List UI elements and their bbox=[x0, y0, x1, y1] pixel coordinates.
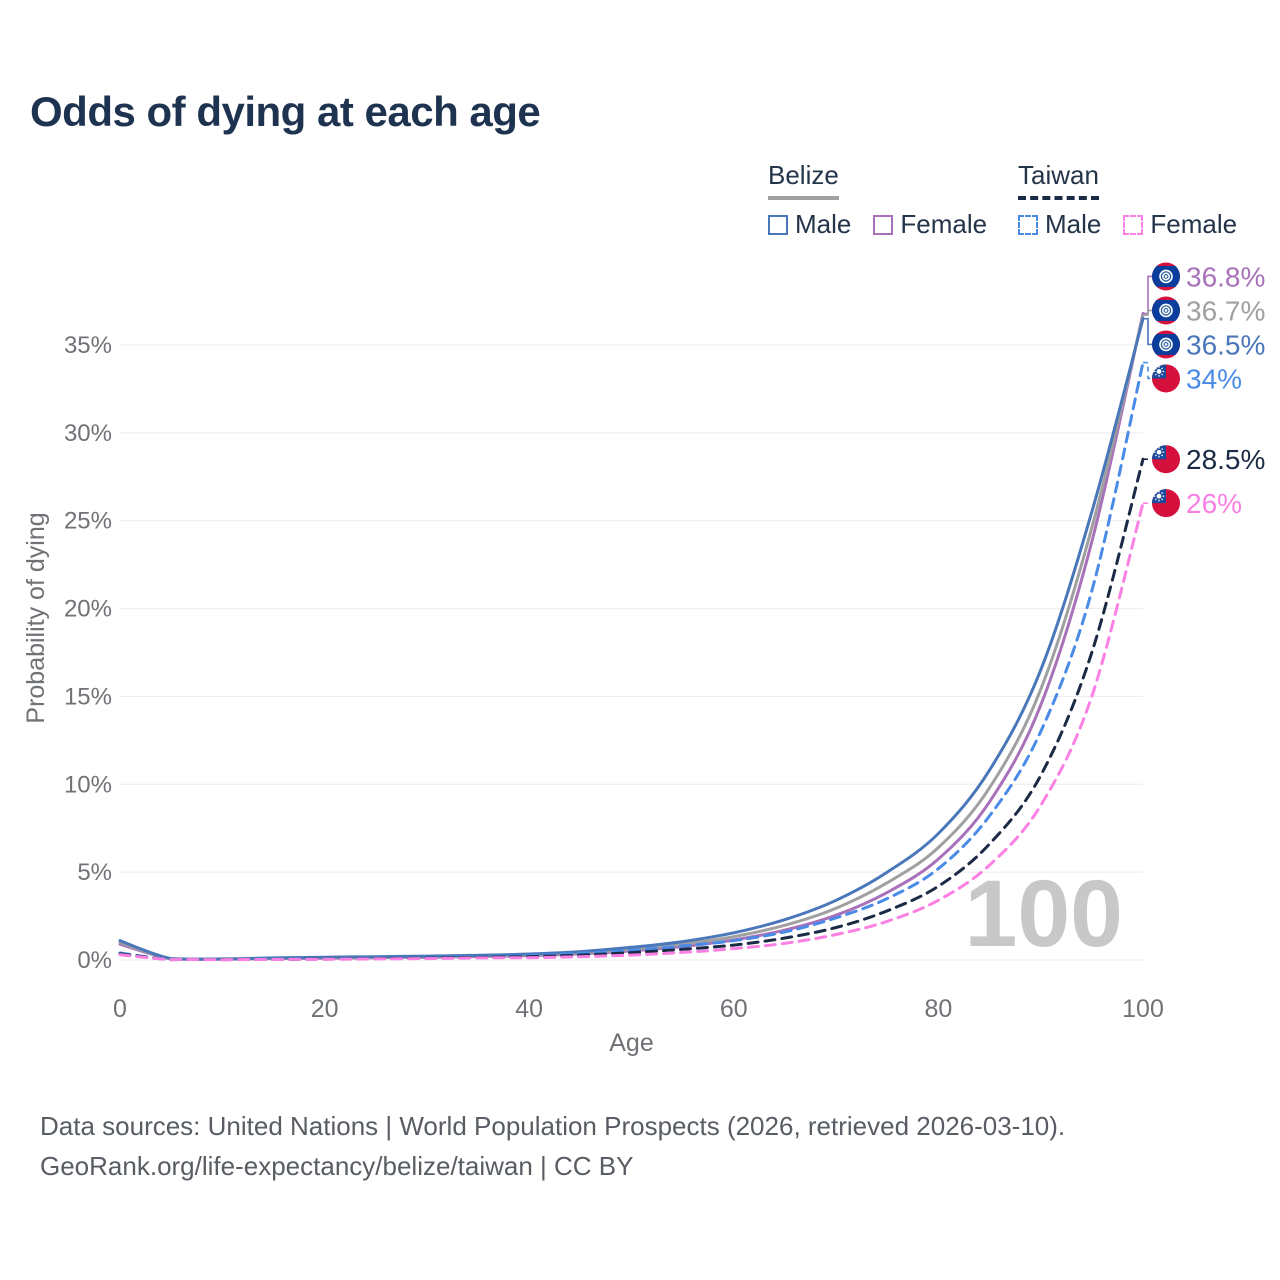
data-source-text: Data sources: United Nations | World Pop… bbox=[40, 1111, 1066, 1141]
legend-group-belize: Belize Male Female bbox=[768, 160, 987, 240]
footer: Data sources: United Nations | World Pop… bbox=[40, 1106, 1065, 1186]
end-label-connector bbox=[1143, 275, 1152, 315]
taiwan-flag-sun bbox=[1156, 369, 1162, 374]
y-tick-label: 0% bbox=[77, 947, 112, 974]
series-line-taiwan-female bbox=[118, 501, 1145, 962]
legend-item-taiwan-female[interactable]: Female bbox=[1123, 209, 1237, 240]
legend-label: Male bbox=[795, 209, 852, 239]
taiwan-flag-sun-ray bbox=[1154, 448, 1157, 451]
y-axis-title: Probability of dying bbox=[22, 512, 50, 723]
belize-flag-core bbox=[1163, 273, 1169, 279]
taiwan-flag-sun-ray bbox=[1161, 373, 1164, 376]
x-tick-label: 80 bbox=[924, 995, 952, 1023]
taiwan-flag-sun-ray bbox=[1161, 492, 1164, 495]
taiwan-flag-sun-ray bbox=[1154, 454, 1157, 457]
y-tick-label: 5% bbox=[77, 859, 112, 886]
belize-flag-core bbox=[1163, 307, 1169, 313]
y-tick-label: 35% bbox=[64, 332, 112, 359]
age-counter-watermark: 100 bbox=[964, 861, 1123, 967]
taiwan-flag-sun-ray bbox=[1154, 498, 1157, 501]
taiwan-flag-sun bbox=[1156, 493, 1162, 499]
taiwan-flag-sun-ray bbox=[1154, 367, 1157, 370]
end-label-connector bbox=[1143, 361, 1152, 380]
end-value-label-taiwan-male: 34% bbox=[1186, 363, 1242, 394]
x-tick-label: 20 bbox=[311, 995, 339, 1023]
series-line-belize-male bbox=[118, 317, 1145, 961]
y-tick-label: 10% bbox=[64, 771, 112, 798]
belize-male-swatch-icon bbox=[768, 214, 788, 235]
belize-flag-ring bbox=[1160, 305, 1172, 316]
belize-female-swatch-icon bbox=[873, 214, 894, 235]
y-tick-label: 20% bbox=[64, 596, 112, 623]
end-value-label-taiwan-total: 28.5% bbox=[1186, 444, 1265, 475]
taiwan-flag-sun-ray bbox=[1161, 454, 1164, 457]
taiwan-flag-sun-ray bbox=[1161, 498, 1164, 501]
y-tick-label: 15% bbox=[64, 683, 112, 710]
legend-item-belize-female[interactable]: Female bbox=[873, 209, 987, 240]
taiwan-flag-sun-ray bbox=[1161, 448, 1164, 451]
end-value-label-taiwan-female: 26% bbox=[1186, 488, 1242, 519]
attribution-text: GeoRank.org/life-expectancy/belize/taiwa… bbox=[40, 1151, 634, 1181]
legend-country-belize: Belize bbox=[768, 160, 839, 200]
series-line-taiwan-total bbox=[118, 457, 1145, 962]
legend-item-taiwan-male[interactable]: Male bbox=[1018, 209, 1101, 240]
belize-flag-ring bbox=[1160, 271, 1172, 282]
legend-label: Female bbox=[900, 209, 988, 239]
taiwan-flag-sun-ray bbox=[1154, 373, 1157, 376]
end-label-connector bbox=[1143, 309, 1152, 316]
y-tick-label: 25% bbox=[64, 508, 112, 535]
legend-group-taiwan: Taiwan Male Female bbox=[1018, 160, 1237, 240]
taiwan-male-swatch-icon bbox=[1018, 214, 1038, 235]
page-title: Odds of dying at each age bbox=[30, 88, 541, 135]
belize-flag-core bbox=[1163, 341, 1169, 347]
x-tick-label: 100 bbox=[1122, 995, 1164, 1023]
end-label-connector bbox=[1143, 317, 1152, 346]
taiwan-flag-sun bbox=[1156, 449, 1162, 455]
end-value-label-belize-total: 36.7% bbox=[1186, 295, 1265, 326]
taiwan-female-swatch-icon bbox=[1123, 214, 1144, 235]
end-value-label-belize-male: 36.5% bbox=[1186, 329, 1265, 360]
end-value-label-belize-female: 36.8% bbox=[1186, 261, 1265, 292]
legend-label: Female bbox=[1150, 209, 1238, 239]
y-tick-label: 30% bbox=[64, 420, 112, 447]
legend-country-taiwan: Taiwan bbox=[1018, 160, 1099, 200]
x-tick-label: 40 bbox=[515, 995, 543, 1023]
belize-flag-ring bbox=[1160, 339, 1172, 350]
x-tick-label: 60 bbox=[720, 995, 748, 1023]
taiwan-flag-sun-ray bbox=[1154, 492, 1157, 495]
x-tick-label: 0 bbox=[113, 995, 127, 1023]
legend-item-belize-male[interactable]: Male bbox=[768, 209, 851, 240]
taiwan-flag-sun-ray bbox=[1161, 367, 1164, 370]
legend-label: Male bbox=[1045, 209, 1102, 239]
x-axis-title: Age bbox=[609, 1029, 653, 1057]
